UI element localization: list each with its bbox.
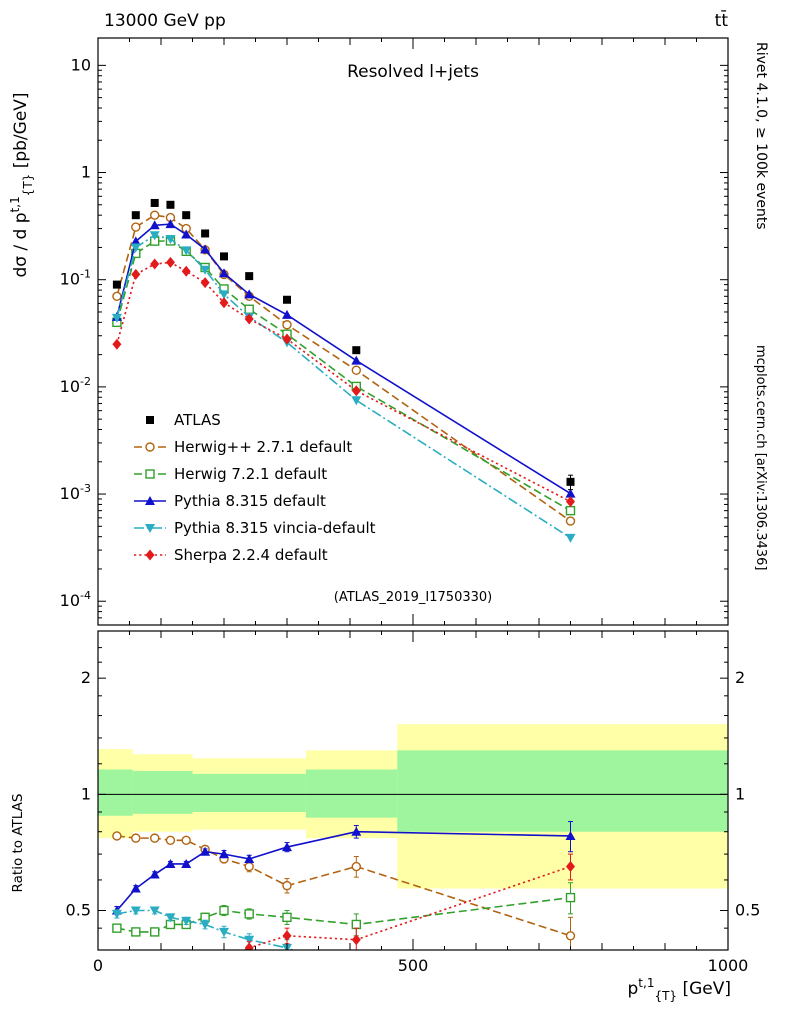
- y-tick-label: 10: [71, 55, 91, 74]
- legend-label: Pythia 8.315 vincia-default: [174, 519, 376, 537]
- x-tick-label: 500: [398, 956, 429, 975]
- top-series-sherpa-2-2-4-default: [112, 256, 575, 508]
- top-y-tick-labels: 10-4 10-3 10-2 10-1 1 10: [60, 55, 91, 610]
- x-tick-label: 0: [93, 956, 103, 975]
- ratio-x-ticks: [97, 631, 729, 950]
- ratio-y-tick-label-right: 1: [735, 784, 745, 803]
- mcplots-arxiv-caption: mcplots.cern.ch [arXiv:1306.3436]: [753, 345, 768, 570]
- band-green-segment: [98, 769, 133, 816]
- ratio-series-pythia-8-315-default: [111, 821, 576, 916]
- process-label: tt̄: [715, 9, 729, 31]
- analysis-id-watermark: (ATLAS_2019_I1750330): [334, 590, 492, 605]
- ratio-y-tick-label-right: 0.5: [735, 900, 760, 919]
- legend-label: Herwig++ 2.7.1 default: [174, 438, 352, 456]
- y-tick-label: 1: [81, 163, 91, 182]
- legend: ATLAS Herwig++ 2.7.1 default Herwig 7.2.1 …: [134, 411, 376, 564]
- y-tick-label: 10-4: [60, 589, 91, 610]
- ratio-uncertainty-bands: [98, 724, 728, 889]
- ratio-y-tick-label-left: 1: [81, 784, 91, 803]
- top-y-ticks: [98, 64, 728, 626]
- band-green-segment: [192, 773, 306, 812]
- legend-item-pythia-8-315-vincia-default: Pythia 8.315 vincia-default: [134, 519, 376, 537]
- top-series-atlas: [112, 198, 575, 491]
- ratio-y-ticks: [98, 647, 728, 929]
- ratio-y-tick-label-right: 2: [735, 668, 745, 687]
- legend-item-herwig-7-2-1-default: Herwig 7.2.1 default: [134, 465, 327, 483]
- top-x-ticks: [97, 38, 729, 625]
- legend-item-herwig-2-7-1-default: Herwig++ 2.7.1 default: [134, 438, 352, 456]
- x-tick-label: 1000: [708, 956, 749, 975]
- legend-item-atlas: ATLAS: [146, 411, 221, 429]
- chart-layers: 10-4 10-3 10-2 10-1 1 10 0.5 0.5 1 1 2 2 0 500 1000 ATL…: [8, 37, 761, 1003]
- beam-energy-label: 13000 GeV pp: [104, 11, 226, 31]
- ratio-series-herwig-7-2-1-default: [112, 882, 576, 937]
- top-series-pythia-8-315-default: [111, 219, 576, 498]
- ratio-y-tick-label-left: 2: [81, 668, 91, 687]
- ratio-y-tick-labels: 0.5 0.5 1 1 2 2: [66, 668, 761, 919]
- band-green-segment: [305, 769, 398, 818]
- ratio-series-sherpa-2-2-4-default: [243, 853, 575, 950]
- y-tick-label: 10-2: [60, 375, 91, 396]
- top-y-axis-label: dσ / d pt,1{T} [pb/GeV]: [8, 92, 35, 277]
- x-axis-label: pt,1{T} [GeV]: [628, 976, 732, 1003]
- legend-item-pythia-8-315-default: Pythia 8.315 default: [134, 492, 326, 510]
- legend-label: Pythia 8.315 default: [174, 492, 326, 510]
- band-green-segment: [132, 770, 193, 814]
- plot-title: Resolved l+jets: [347, 62, 479, 82]
- legend-item-sherpa-2-2-4-default: Sherpa 2.2.4 default: [134, 546, 328, 564]
- y-tick-label: 10-1: [60, 268, 91, 289]
- legend-label: Herwig 7.2.1 default: [174, 465, 327, 483]
- band-green-segment: [397, 750, 728, 832]
- legend-label: Sherpa 2.2.4 default: [174, 546, 328, 564]
- y-tick-label: 10-3: [60, 482, 91, 503]
- legend-label: ATLAS: [174, 411, 221, 429]
- x-tick-labels: 0 500 1000: [93, 956, 748, 975]
- ratio-y-axis-label: Ratio to ATLAS: [10, 794, 26, 893]
- rivet-version-caption: Rivet 4.1.0, ≥ 100k events: [753, 42, 769, 230]
- ratio-y-tick-label-left: 0.5: [66, 900, 91, 919]
